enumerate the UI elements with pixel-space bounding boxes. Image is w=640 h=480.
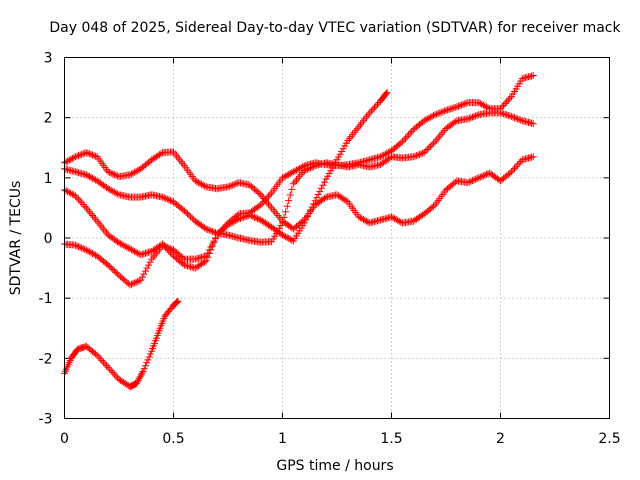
y-tick-label: -2	[39, 351, 53, 367]
y-tick-label: -3	[39, 412, 53, 428]
x-tick-label: 1.5	[380, 431, 402, 447]
y-tick-label: 2	[44, 111, 53, 127]
data-point-markers	[61, 148, 537, 233]
y-tick-label: 1	[44, 171, 53, 187]
series-track-1	[61, 148, 537, 233]
x-axis-label: GPS time / hours	[276, 458, 393, 474]
y-tick-label: -1	[39, 291, 53, 307]
y-tick-label: 3	[44, 51, 53, 67]
x-tick-label: 2	[496, 431, 505, 447]
data-point-markers	[61, 297, 182, 391]
plot-frame	[64, 57, 610, 419]
x-tick-label: 2.5	[598, 431, 620, 447]
y-axis-label: SDTVAR / TECUs	[8, 181, 24, 296]
x-tick-label: 1	[278, 431, 287, 447]
grid	[64, 57, 610, 419]
series-track-5	[61, 297, 182, 391]
y-axis-ticks: -3 -2 -1 0 1 2 3	[39, 51, 610, 428]
y-tick-label: 0	[44, 231, 53, 247]
x-axis-ticks: 0 0.5 1 1.5 2 2.5	[60, 57, 621, 447]
x-tick-label: 0	[60, 431, 69, 447]
data-series	[61, 72, 537, 391]
chart-title: Day 048 of 2025, Sidereal Day-to-day VTE…	[49, 20, 621, 36]
x-tick-label: 0.5	[162, 431, 184, 447]
